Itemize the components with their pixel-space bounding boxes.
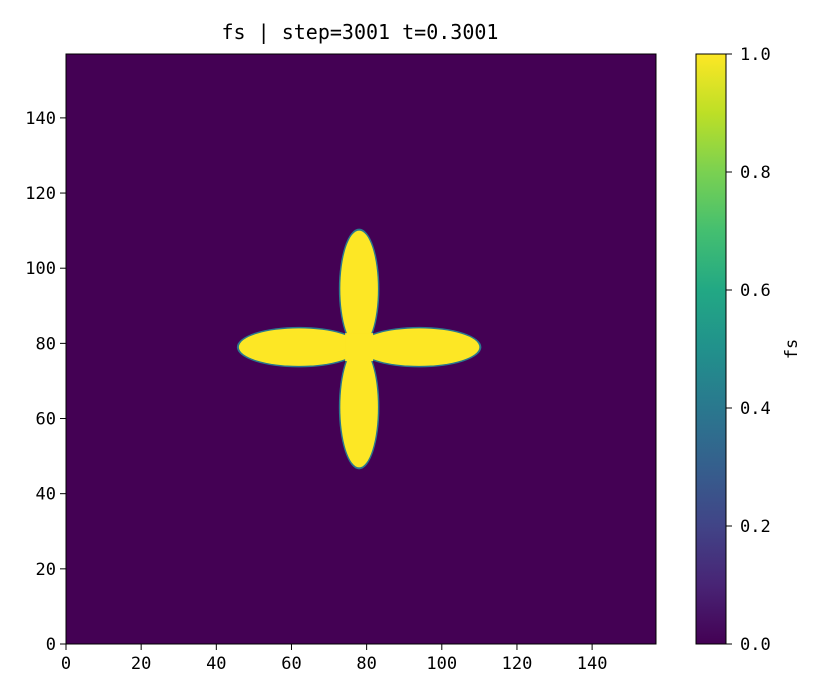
crystal-arm-right <box>359 328 480 366</box>
colorbar-tick-label: 0.0 <box>740 635 771 655</box>
crystal-arm-up <box>340 230 378 348</box>
x-tick-label: 0 <box>61 654 71 674</box>
y-tick-label: 140 <box>25 109 56 129</box>
colorbar-tick-label: 0.6 <box>740 281 771 301</box>
colorbar-axis: 0.0 0.2 0.4 0.6 0.8 1.0 <box>726 45 771 655</box>
y-tick-label: 20 <box>36 560 56 580</box>
colorbar-tick-label: 0.2 <box>740 517 771 537</box>
colorbar-tick-label: 0.4 <box>740 399 771 419</box>
x-tick-label: 120 <box>502 654 533 674</box>
y-tick-label: 100 <box>25 259 56 279</box>
crystal-core <box>345 333 374 362</box>
x-axis: 0 20 40 60 80 100 120 140 <box>61 644 608 674</box>
crystal-arm-down <box>340 347 378 468</box>
y-axis: 0 20 40 60 80 100 120 140 <box>25 109 66 655</box>
x-tick-label: 20 <box>131 654 151 674</box>
y-tick-label: 80 <box>36 334 56 354</box>
chart-title: fs | step=3001 t=0.3001 <box>222 20 499 44</box>
x-tick-label: 100 <box>426 654 457 674</box>
y-tick-label: 60 <box>36 410 56 430</box>
x-tick-label: 60 <box>281 654 301 674</box>
x-tick-label: 140 <box>577 654 608 674</box>
x-tick-label: 80 <box>356 654 376 674</box>
colorbar-tick-label: 0.8 <box>740 163 771 183</box>
crystal-region <box>236 228 482 470</box>
y-tick-label: 120 <box>25 184 56 204</box>
y-tick-label: 0 <box>46 635 56 655</box>
colorbar <box>695 53 727 645</box>
colorbar-label: fs <box>782 339 802 359</box>
colorbar-tick-label: 1.0 <box>740 45 771 65</box>
x-tick-label: 40 <box>206 654 226 674</box>
plot-frame <box>65 53 657 645</box>
y-tick-label: 40 <box>36 485 56 505</box>
crystal-arm-left <box>238 328 360 366</box>
